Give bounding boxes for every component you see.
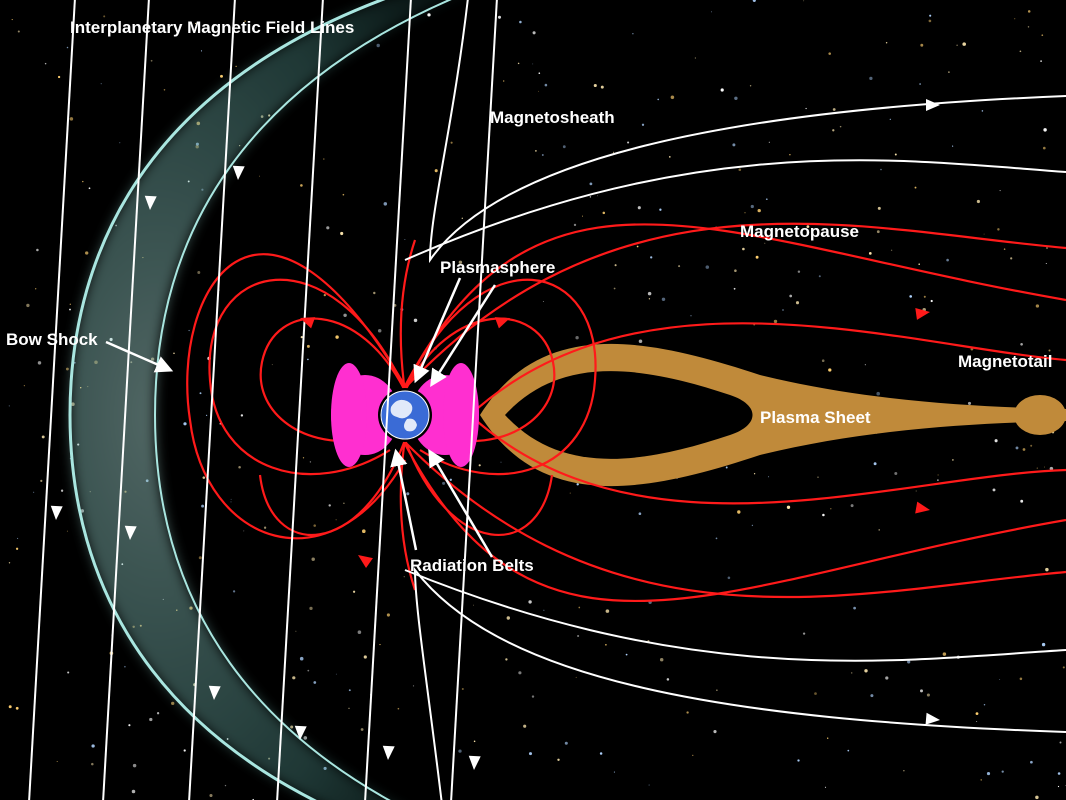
diagram-svg — [0, 0, 1066, 800]
magnetosphere-diagram: Interplanetary Magnetic Field LinesMagne… — [0, 0, 1066, 800]
